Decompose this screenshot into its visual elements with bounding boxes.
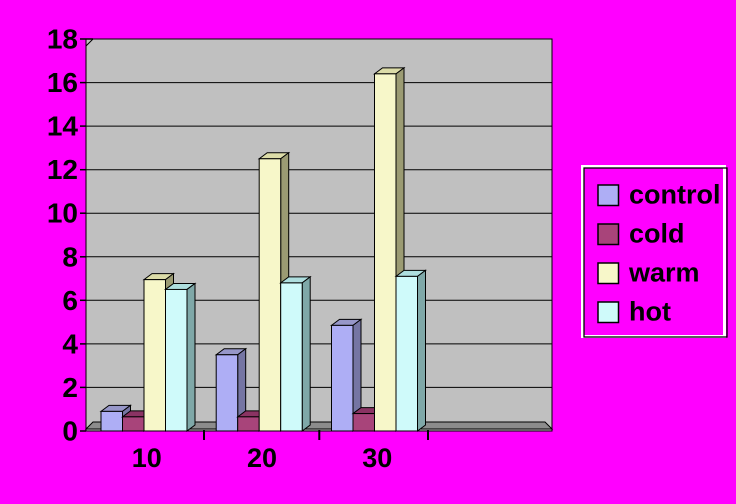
svg-text:30: 30 [362,443,392,473]
svg-text:0: 0 [62,416,78,447]
svg-text:20: 20 [247,443,277,473]
svg-text:hot: hot [629,297,671,327]
svg-text:8: 8 [62,241,78,272]
svg-text:4: 4 [62,328,78,359]
svg-text:10: 10 [132,443,162,473]
svg-text:6: 6 [62,285,78,316]
svg-text:14: 14 [47,111,79,142]
svg-text:12: 12 [47,154,78,185]
svg-text:cold: cold [629,219,685,249]
svg-text:10: 10 [47,198,78,229]
svg-text:18: 18 [47,24,78,55]
svg-text:16: 16 [47,67,78,98]
svg-text:control: control [629,180,721,210]
svg-text:2: 2 [62,372,78,403]
svg-text:warm: warm [628,258,700,288]
